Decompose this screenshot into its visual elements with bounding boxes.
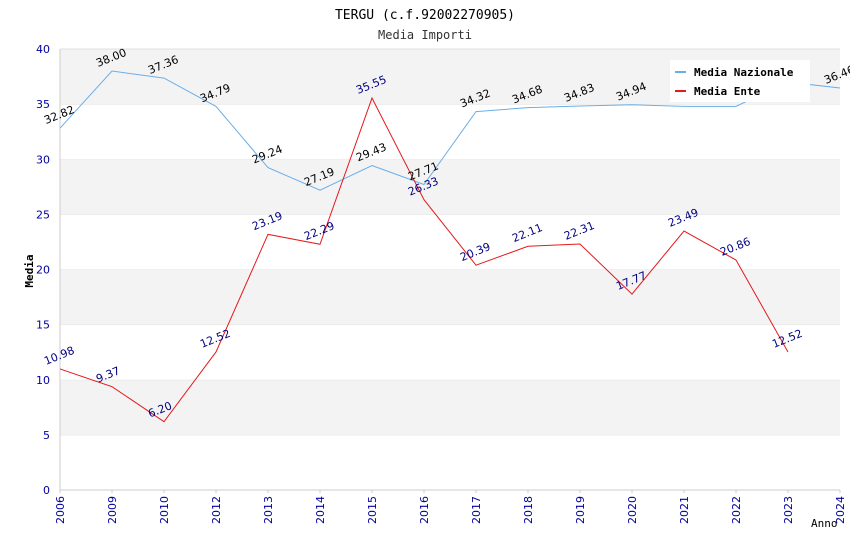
grid-band [60, 269, 840, 325]
grid-band [60, 379, 840, 435]
x-tick-label: 2023 [782, 496, 795, 524]
y-tick-label: 25 [36, 208, 50, 221]
y-tick-label: 40 [36, 43, 50, 56]
x-tick-label: 2021 [678, 496, 691, 524]
plot-background [60, 48, 840, 490]
axes [59, 49, 840, 491]
x-tick-label: 2009 [106, 496, 119, 524]
y-tick-label: 0 [43, 484, 50, 497]
series-line-media-nazionale [59, 70, 841, 191]
series-layer [59, 70, 841, 423]
y-tick-label: 5 [43, 429, 50, 442]
legend-box [670, 60, 810, 102]
x-tick-label: 2020 [626, 496, 639, 524]
x-tick-label: 2015 [366, 496, 379, 524]
grid-band [60, 434, 840, 490]
x-tick-label: 2019 [574, 496, 587, 524]
grid-band [60, 214, 840, 270]
x-tick-label: 2022 [730, 496, 743, 524]
x-tick-label: 2024 [834, 496, 847, 524]
x-tick-label: 2013 [262, 496, 275, 524]
x-axis-title: Anno [811, 517, 838, 530]
x-tick-label: 2017 [470, 496, 483, 524]
legend-label-media-nazionale: Media Nazionale [694, 66, 794, 79]
legend: Media Nazionale Media Ente [670, 60, 810, 102]
legend-label-media-ente: Media Ente [694, 85, 761, 98]
grid-band [60, 324, 840, 380]
grid-band [60, 159, 840, 215]
x-tick-labels: 2006 2009 2010 2012 2013 2014 2015 2016 2017 2018… [54, 490, 847, 524]
y-tick-label: 30 [36, 153, 50, 166]
y-axis-title: Media [23, 254, 36, 287]
x-tick-label: 2012 [210, 496, 223, 524]
x-tick-label: 2016 [418, 496, 431, 524]
x-tick-label: 2006 [54, 496, 67, 524]
grid-band [60, 104, 840, 160]
x-tick-label: 2014 [314, 496, 327, 524]
x-tick-label: 2010 [158, 496, 171, 524]
y-tick-label: 35 [36, 98, 50, 111]
chart-subtitle: Media Importi [378, 28, 472, 42]
y-tick-label: 15 [36, 319, 50, 332]
series-line-media-ente [59, 96, 789, 423]
chart-title: TERGU (c.f.92002270905) [335, 8, 515, 23]
x-tick-label: 2018 [522, 496, 535, 524]
y-tick-label: 20 [36, 264, 50, 277]
y-tick-label: 10 [36, 374, 50, 387]
y-tick-labels: 0 5 10 15 20 25 30 35 40 [36, 43, 50, 497]
